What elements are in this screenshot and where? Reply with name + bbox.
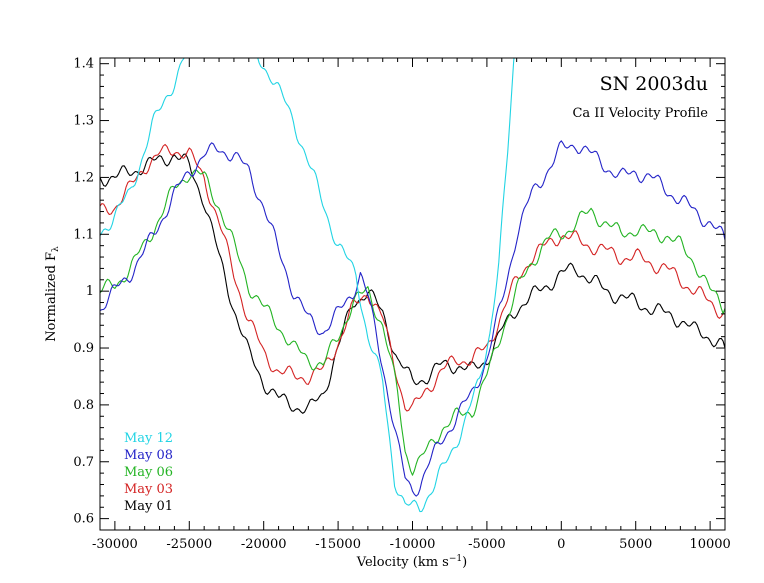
series-line-may-01 [100,153,725,414]
x-tick-label: -20000 [241,537,287,552]
y-tick-label: 1.3 [73,114,94,129]
x-axis-title-main: Velocity (km s [356,555,449,570]
y-tick-label: 0.7 [73,455,94,470]
y-tick-label: 1.1 [73,227,94,242]
x-tick-label: 0 [557,537,565,552]
legend-entry-may-06: May 06 [124,465,173,480]
y-tick-label: 1.4 [73,57,94,72]
legend-entry-may-12: May 12 [124,431,173,446]
tick-layer: -30000 -25000 -20000 -15000 -10000 -5000 0 5000… [73,57,730,552]
x-tick-label: -5000 [468,537,505,552]
chart-title: SN 2003du [600,73,708,95]
x-tick-label: -10000 [390,537,436,552]
x-axis-title-close: ) [462,555,467,570]
y-tick-label: 0.9 [73,341,94,356]
series-line-may-12 [100,58,515,513]
legend-entry-may-03: May 03 [124,482,173,497]
y-tick-label: 0.6 [73,512,94,527]
y-axis-title-main: Normalized F [44,252,59,342]
x-tick-label: 10000 [689,537,730,552]
x-tick-label: -25000 [166,537,212,552]
x-tick-label: 5000 [619,537,652,552]
legend: May 12 May 08 May 06 May 03 May 01 [124,431,173,514]
chart-subtitle: Ca II Velocity Profile [572,106,708,121]
x-tick-label: -15000 [315,537,361,552]
series-line-may-06 [100,169,725,476]
y-axis-title-subscript: λ [51,246,61,252]
x-axis-title: Velocity (km s−1) [356,554,467,570]
legend-entry-may-08: May 08 [124,448,173,463]
y-axis-title: Normalized Fλ [44,246,61,342]
legend-entry-may-01: May 01 [124,499,173,514]
x-tick-label: -30000 [92,537,138,552]
series-line-may-03 [100,143,725,412]
y-tick-label: 1 [86,284,94,299]
y-tick-label: 1.2 [73,170,94,185]
x-axis-title-superscript: −1 [449,554,462,564]
y-tick-label: 0.8 [73,398,94,413]
series-line-may-08 [100,140,725,497]
series-layer [100,58,725,513]
